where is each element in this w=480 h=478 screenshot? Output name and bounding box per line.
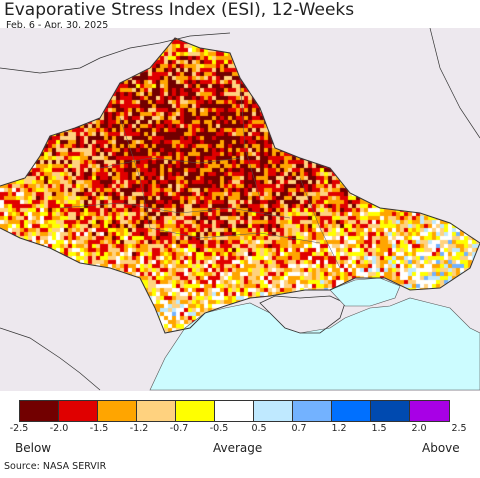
legend-tick: 1.5 bbox=[371, 423, 387, 434]
legend-tick: -1.2 bbox=[129, 423, 149, 434]
legend-swatch bbox=[20, 401, 59, 421]
country-border-west bbox=[0, 327, 101, 391]
legend-tick: -0.7 bbox=[169, 423, 189, 434]
legend-swatch bbox=[332, 401, 371, 421]
legend-tick: -0.5 bbox=[209, 423, 229, 434]
legend-tick: -2.5 bbox=[9, 423, 29, 434]
black-sea bbox=[149, 297, 480, 391]
legend-swatch bbox=[137, 401, 176, 421]
legend-tick: 0.7 bbox=[291, 423, 307, 434]
map-title: Evaporative Stress Index (ESI), 12-Weeks bbox=[4, 0, 355, 20]
oblast-lines bbox=[59, 77, 341, 269]
average-label: Average bbox=[213, 441, 263, 455]
legend-tick: 0.5 bbox=[251, 423, 267, 434]
legend-tick: 1.2 bbox=[331, 423, 347, 434]
legend-tick: 2.0 bbox=[411, 423, 427, 434]
legend-swatch bbox=[59, 401, 98, 421]
sea-of-azov bbox=[329, 277, 401, 307]
legend-tick: -2.0 bbox=[49, 423, 69, 434]
legend-swatch bbox=[254, 401, 293, 421]
legend-tick: -1.5 bbox=[89, 423, 109, 434]
color-scale bbox=[19, 400, 450, 422]
legend-swatch bbox=[410, 401, 449, 421]
above-label: Above bbox=[422, 441, 460, 455]
legend-tick: 2.5 bbox=[451, 423, 467, 434]
esi-map bbox=[0, 28, 480, 391]
country-border-east bbox=[429, 28, 480, 139]
below-label: Below bbox=[15, 441, 52, 455]
map-overlay bbox=[0, 28, 480, 391]
crimea bbox=[259, 295, 346, 334]
legend-swatch bbox=[98, 401, 137, 421]
country-border-north bbox=[0, 32, 231, 74]
legend-swatch bbox=[176, 401, 215, 421]
legend: -2.5 -2.0 -1.5 -1.2 -0.7 -0.5 0.5 0.7 1.2 1.5 2.0 2… bbox=[0, 398, 480, 458]
date-range: Feb. 6 - Apr. 30, 2025 bbox=[6, 20, 109, 31]
legend-swatch bbox=[293, 401, 332, 421]
ukraine-border bbox=[0, 37, 480, 334]
legend-swatch bbox=[215, 401, 254, 421]
source-credit: Source: NASA SERVIR bbox=[4, 461, 107, 472]
legend-swatch bbox=[371, 401, 410, 421]
